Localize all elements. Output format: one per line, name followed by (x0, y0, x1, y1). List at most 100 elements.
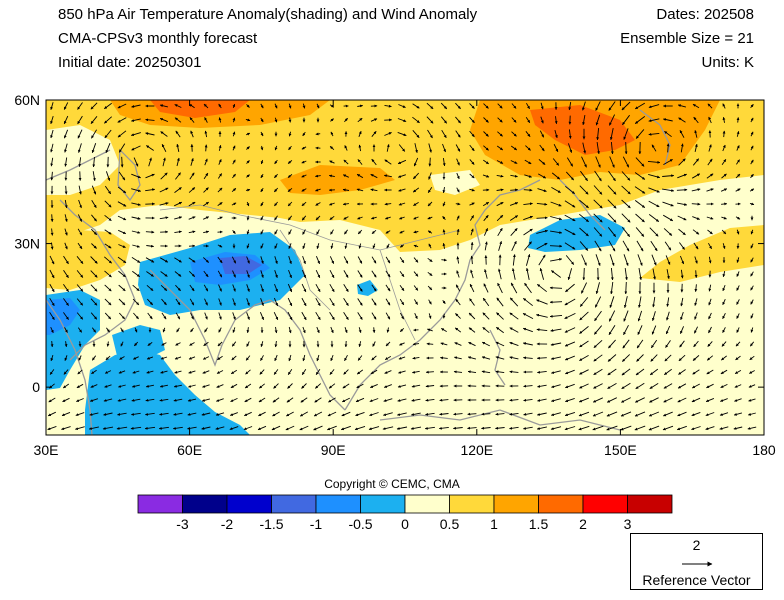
wind-arrow (524, 159, 532, 165)
wind-arrow (580, 170, 588, 182)
wind-arrow (523, 356, 533, 360)
wind-arrow (692, 229, 700, 235)
coastline-maritime (379, 409, 621, 431)
wind-arrow (302, 255, 306, 265)
wind-arrow (229, 412, 238, 416)
wind-arrow (329, 311, 335, 321)
wind-arrow (637, 310, 643, 322)
lat-label: 30N (14, 236, 40, 252)
wind-arrow (76, 270, 84, 278)
wind-arrow (260, 103, 264, 109)
wind-arrow (104, 256, 112, 264)
wind-arrow (637, 254, 643, 266)
wind-arrow (118, 298, 126, 306)
wind-arrow (89, 398, 99, 402)
wind-arrow (315, 270, 321, 279)
wind-arrow (593, 199, 603, 209)
wind-arrow (118, 229, 127, 235)
wind-arrow (484, 269, 488, 279)
wind-arrow (190, 130, 194, 138)
wind-arrow (481, 370, 491, 374)
wind-arrow (259, 312, 265, 321)
wind-arrow (76, 383, 84, 389)
wind-arrow (649, 397, 659, 403)
wind-arrow (694, 130, 698, 138)
wind-arrow (750, 327, 754, 333)
wind-arrow (721, 202, 728, 206)
wind-arrow (273, 187, 279, 193)
wind-arrow (260, 270, 264, 278)
wind-arrow (217, 256, 223, 264)
wind-arrow (328, 383, 336, 389)
wind-arrow (50, 157, 54, 167)
wind-arrow (578, 397, 589, 403)
wind-arrow (274, 145, 278, 151)
wind-arrow (663, 228, 673, 236)
wind-arrow (413, 271, 419, 277)
wind-arrow (175, 312, 181, 320)
wind-arrow (218, 312, 222, 320)
wind-arrow (593, 354, 603, 362)
wind-arrow (146, 370, 154, 374)
wind-arrow (230, 383, 238, 389)
wind-arrow (76, 298, 84, 306)
wind-arrow (316, 243, 320, 250)
wind-arrow (369, 398, 379, 402)
wind-arrow (525, 116, 531, 124)
wind-arrow (371, 298, 377, 306)
wind-arrow (607, 354, 617, 362)
wind-arrow (274, 283, 278, 293)
wind-arrow (385, 230, 391, 234)
wind-arrow (104, 116, 112, 124)
wind-arrow (608, 114, 616, 126)
wind-arrow (454, 342, 462, 346)
wind-arrow (608, 339, 616, 349)
wind-arrow (131, 257, 141, 263)
wind-arrow (523, 384, 533, 388)
wind-arrow (357, 284, 363, 292)
wind-arrow (329, 160, 335, 164)
wind-arrow (301, 201, 307, 207)
wind-arrow (133, 356, 139, 360)
wind-arrow (343, 312, 349, 320)
wind-arrow (64, 214, 68, 222)
wind-arrow (650, 339, 658, 349)
wind-arrow (258, 397, 266, 403)
wind-arrow (174, 370, 182, 374)
wind-arrow (469, 130, 475, 138)
wind-arrow (288, 255, 292, 265)
wind-arrow (734, 370, 742, 374)
wind-arrow (621, 368, 631, 376)
wind-arrow (315, 369, 321, 375)
wind-arrow (397, 159, 407, 165)
wind-arrow (357, 270, 363, 278)
wind-arrow (385, 256, 391, 264)
wind-arrow (455, 144, 461, 152)
colorbar-swatch (226, 494, 272, 514)
wind-arrow (522, 342, 533, 346)
wind-arrow (301, 283, 307, 293)
wind-arrow (117, 186, 127, 194)
cool-peak-india (220, 256, 262, 274)
wind-arrow (287, 187, 293, 193)
wind-arrow (413, 230, 419, 234)
wind-arrow (428, 313, 432, 319)
wind-arrow (315, 383, 321, 389)
wind-arrow (131, 230, 141, 234)
wind-arrow (273, 297, 279, 307)
wind-arrow (664, 241, 672, 251)
wind-arrow (372, 243, 376, 249)
wind-arrow (329, 145, 335, 151)
wind-arrow (750, 173, 754, 179)
wind-arrow (722, 103, 726, 109)
wind-arrow (442, 300, 446, 304)
wind-arrow (651, 325, 657, 335)
wind-arrow (411, 398, 421, 402)
wind-arrow (145, 188, 156, 192)
wind-arrow (453, 370, 463, 374)
wind-arrow (694, 284, 698, 292)
wind-arrow (413, 157, 419, 167)
coastline-arabia (59, 199, 136, 361)
wind-arrow (648, 187, 660, 193)
reference-arrow (682, 561, 713, 567)
